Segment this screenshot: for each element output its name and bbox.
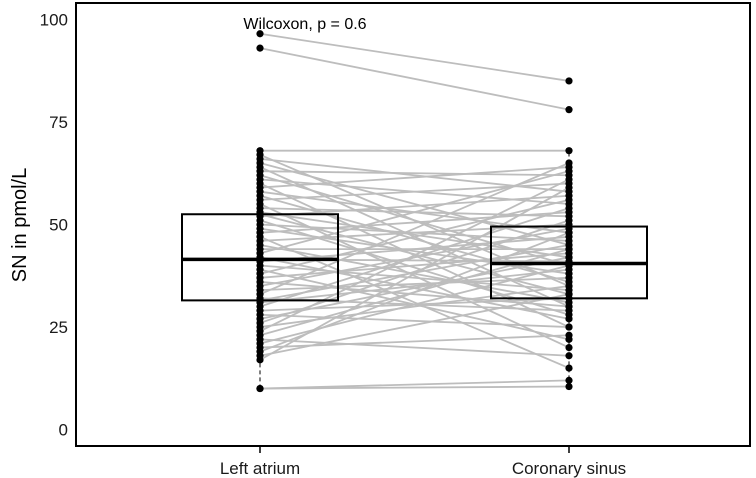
pair-line [259, 178, 570, 332]
point-coronary-sinus [565, 167, 573, 175]
y-axis: 0 25 50 75 100 [40, 10, 68, 439]
point-coronary-sinus [565, 274, 573, 282]
pair-line [259, 379, 570, 390]
pair-line [259, 264, 570, 292]
pair-line [259, 199, 570, 275]
point-coronary-sinus [565, 352, 573, 360]
point-coronary-sinus [565, 307, 573, 315]
point-left-atrium [256, 384, 264, 393]
y-axis-title: SN in pmol/L [9, 168, 31, 283]
point-coronary-sinus [565, 290, 573, 298]
x-tick-label: Left atrium [220, 459, 300, 478]
point-coronary-sinus [565, 183, 573, 192]
point-coronary-sinus [565, 343, 573, 352]
pair-line [259, 166, 570, 189]
point-coronary-sinus [565, 159, 573, 167]
pair-line [259, 162, 570, 296]
point-coronary-sinus [565, 323, 573, 331]
point-coronary-sinus [565, 331, 573, 339]
plot-panel [75, 2, 751, 447]
pair-line [259, 194, 570, 218]
pair-line [259, 313, 570, 328]
point-left-atrium [256, 356, 264, 364]
point-coronary-sinus [565, 261, 573, 270]
point-coronary-sinus [565, 364, 573, 372]
pair-line [259, 162, 570, 246]
point-coronary-sinus [565, 315, 573, 323]
data-points [256, 30, 573, 393]
x-axis: Left atrium Coronary sinus [220, 447, 626, 478]
y-tick-label: 75 [49, 113, 68, 132]
point-coronary-sinus [565, 204, 573, 212]
pair-line [259, 47, 570, 111]
pair-line [259, 385, 570, 390]
pair-line [259, 186, 570, 361]
pair-line [259, 182, 570, 201]
pair-line [259, 235, 570, 263]
pair-line [259, 276, 570, 292]
pair-line [259, 227, 570, 275]
y-tick-label: 50 [49, 216, 68, 235]
point-coronary-sinus [565, 376, 573, 384]
point-coronary-sinus [565, 106, 573, 114]
point-coronary-sinus [565, 282, 573, 290]
significance-annotation: Wilcoxon, p = 0.6 [243, 16, 366, 33]
point-left-atrium [256, 30, 264, 38]
y-tick-label: 0 [59, 421, 68, 440]
pair-line [259, 256, 570, 320]
pair-line [259, 281, 570, 308]
point-coronary-sinus [565, 253, 573, 261]
point-coronary-sinus [565, 216, 573, 224]
x-tick-label: Coronary sinus [512, 459, 626, 478]
pair-line [259, 252, 570, 279]
point-coronary-sinus [565, 229, 573, 237]
point-coronary-sinus [565, 77, 573, 85]
point-coronary-sinus [565, 147, 573, 155]
pair-line [259, 32, 570, 82]
point-coronary-sinus [565, 382, 573, 391]
point-left-atrium [256, 44, 264, 52]
paired-lines [259, 32, 570, 390]
point-coronary-sinus [565, 196, 573, 204]
pair-line [259, 268, 570, 304]
pair-line [259, 293, 570, 357]
pair-line [259, 338, 570, 357]
point-coronary-sinus [565, 245, 573, 253]
pair-line [259, 170, 570, 177]
y-tick-label: 100 [40, 10, 68, 29]
point-coronary-sinus [565, 175, 573, 183]
pair-line [259, 207, 570, 308]
y-tick-label: 25 [49, 318, 68, 337]
